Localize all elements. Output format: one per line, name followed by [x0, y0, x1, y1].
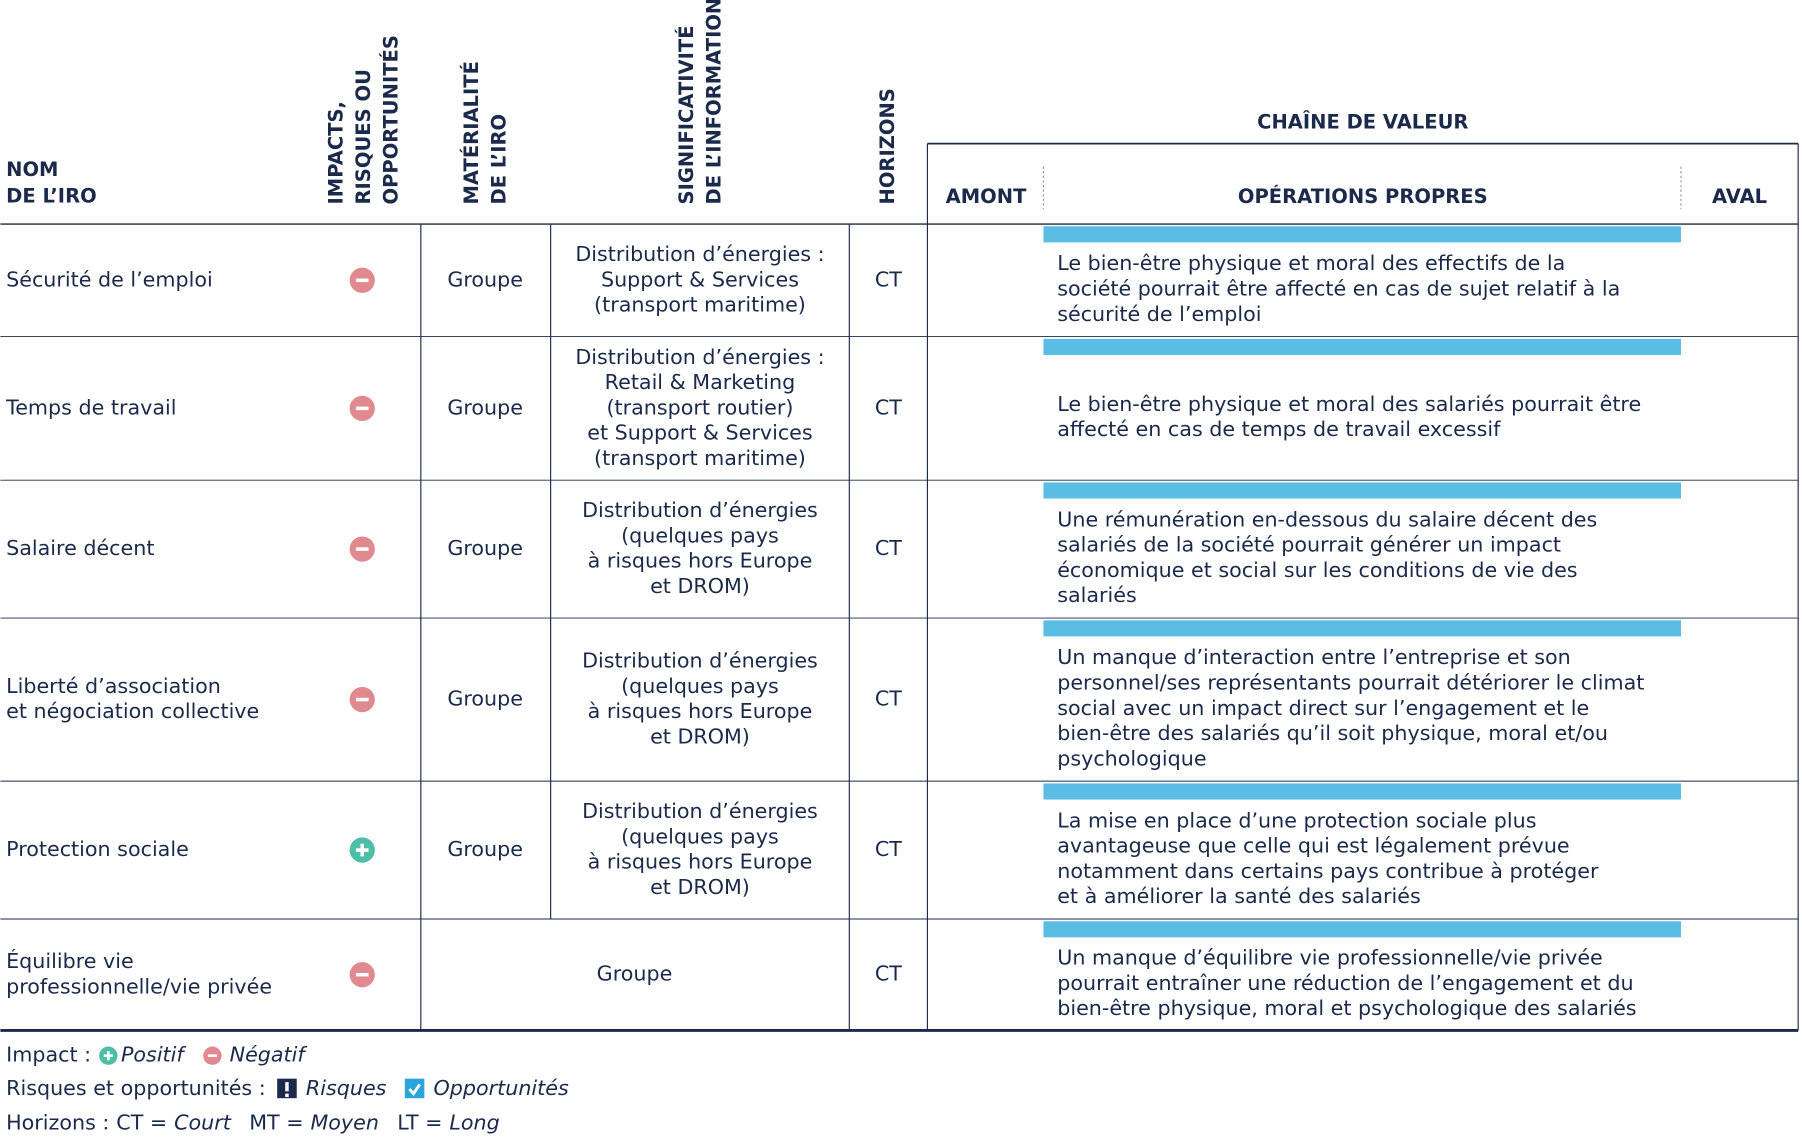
significance: à risques hors Europe [588, 549, 813, 573]
legend-label: Risques et opportunités : [6, 1076, 266, 1100]
horizon-term: Moyen [310, 1110, 378, 1134]
significance: (transport maritime) [594, 446, 806, 470]
legend-label: Impact : [6, 1043, 91, 1067]
value-chain-bar [1043, 921, 1681, 938]
iro-name: Équilibre vie [6, 948, 134, 973]
materiality: Groupe [447, 837, 523, 861]
header-materiality: MATÉRIALITÉ [460, 61, 483, 204]
value-chain-bar [1043, 338, 1681, 355]
legend-label: Horizons : [6, 1110, 109, 1134]
significance: Distribution d’énergies [582, 799, 818, 823]
description: La mise en place d’une protection social… [1057, 808, 1536, 832]
iro-name: Protection sociale [6, 837, 189, 861]
description: pourrait entraîner une réduction de l’en… [1057, 971, 1633, 995]
significance: Distribution d’énergies [582, 649, 818, 673]
horizon: CT [875, 395, 902, 419]
iro-name: Temps de travail [5, 395, 176, 419]
horizon: CT [875, 536, 902, 560]
iro-name: Salaire décent [6, 536, 154, 560]
header-impacts: IMPACTS, [324, 101, 347, 204]
header-materiality: DE L’IRO [488, 114, 511, 205]
significance: et DROM) [650, 574, 750, 598]
materiality: Groupe [447, 536, 523, 560]
description: salariés [1057, 583, 1137, 607]
description: affecté en cas de temps de travail exces… [1057, 417, 1501, 441]
horizon-term: Court [174, 1110, 232, 1134]
icon-stroke [408, 1083, 421, 1096]
significance: (transport maritime) [594, 293, 806, 317]
iro-name: Liberté d’association [6, 674, 221, 698]
horizon: CT [875, 962, 902, 986]
legend-negative: Négatif [230, 1043, 308, 1067]
horizon-code: MT = [249, 1110, 303, 1134]
significance: (quelques pays [621, 824, 779, 848]
description: Le bien-être physique et moral des salar… [1057, 392, 1641, 416]
description: Une rémunération en-dessous du salaire d… [1057, 507, 1597, 531]
description: Le bien-être physique et moral des effec… [1057, 251, 1565, 275]
materiality: Groupe [597, 962, 673, 986]
materiality: Groupe [447, 267, 523, 291]
legend-opportunities: Opportunités [434, 1076, 569, 1100]
header-name: NOM [6, 158, 58, 181]
significance: (transport routier) [607, 395, 794, 419]
header-downstream: AVAL [1712, 185, 1767, 208]
description: et à améliorer la santé des salariés [1057, 884, 1421, 908]
description: personnel/ses représentants pourrait dét… [1057, 671, 1644, 695]
significance: et DROM) [650, 875, 750, 899]
description: avantageuse que celle qui est légalement… [1057, 834, 1569, 858]
significance: Support & Services [601, 267, 799, 291]
iro-name: et négociation collective [6, 699, 259, 723]
significance: (quelques pays [621, 523, 779, 547]
iro-name: Sécurité de l’emploi [6, 267, 213, 291]
value-chain-bar [1043, 226, 1681, 243]
value-chain-bar [1043, 482, 1681, 499]
horizon: CT [875, 837, 902, 861]
description: bien-être des salariés qu’il soit physiq… [1057, 721, 1608, 745]
header-impacts: OPPORTUNITÉS [380, 35, 403, 204]
legend-positive: Positif [121, 1043, 186, 1067]
horizon-code: CT = [116, 1110, 167, 1134]
description: sécurité de l’emploi [1057, 302, 1261, 326]
opportunity-icon [404, 1078, 425, 1099]
significance: Retail & Marketing [605, 370, 796, 394]
horizon: CT [875, 267, 902, 291]
description: salariés de la société pourrait générer … [1057, 533, 1561, 557]
value-chain-bar [1043, 620, 1681, 637]
description: économique et social sur les conditions … [1057, 558, 1577, 582]
horizon-term: Long [449, 1110, 499, 1134]
significance: Distribution d’énergies : [575, 242, 824, 266]
description: société pourrait être affecté en cas de … [1057, 276, 1620, 300]
significance: Distribution d’énergies [582, 498, 818, 522]
description: bien-être physique, moral et psychologiq… [1057, 996, 1636, 1020]
significance: Distribution d’énergies : [575, 345, 824, 369]
horizon: CT [875, 687, 902, 711]
header-upstream: AMONT [946, 185, 1027, 208]
value-chain-bar [1043, 783, 1681, 800]
iro-name: professionnelle/vie privée [6, 974, 272, 998]
header-impacts: RISQUES OU [352, 69, 375, 204]
header-horizons: HORIZONS [876, 88, 899, 204]
header-significance: SIGNIFICATIVITÉ [675, 25, 698, 204]
description: Un manque d’équilibre vie professionnell… [1057, 946, 1603, 970]
legend-risks: Risques [306, 1076, 387, 1100]
description: Un manque d’interaction entre l’entrepri… [1057, 645, 1571, 669]
description: notamment dans certains pays contribue à… [1057, 859, 1599, 883]
materiality: Groupe [447, 395, 523, 419]
significance: à risques hors Europe [588, 699, 813, 723]
materiality: Groupe [447, 687, 523, 711]
header-own-operations: OPÉRATIONS PROPRES [1238, 185, 1488, 208]
description: social avec un impact direct sur l’engag… [1057, 696, 1589, 720]
icon-stroke [285, 1093, 289, 1098]
significance: à risques hors Europe [588, 850, 813, 874]
description: psychologique [1057, 746, 1206, 770]
significance: et Support & Services [587, 421, 812, 445]
header-name: DE L’IRO [6, 185, 97, 208]
significance: (quelques pays [621, 674, 779, 698]
header-value-chain: CHAÎNE DE VALEUR [1257, 110, 1468, 133]
header-significance: DE L’INFORMATION [702, 0, 725, 204]
horizon-code: LT = [397, 1110, 442, 1134]
significance: et DROM) [650, 724, 750, 748]
